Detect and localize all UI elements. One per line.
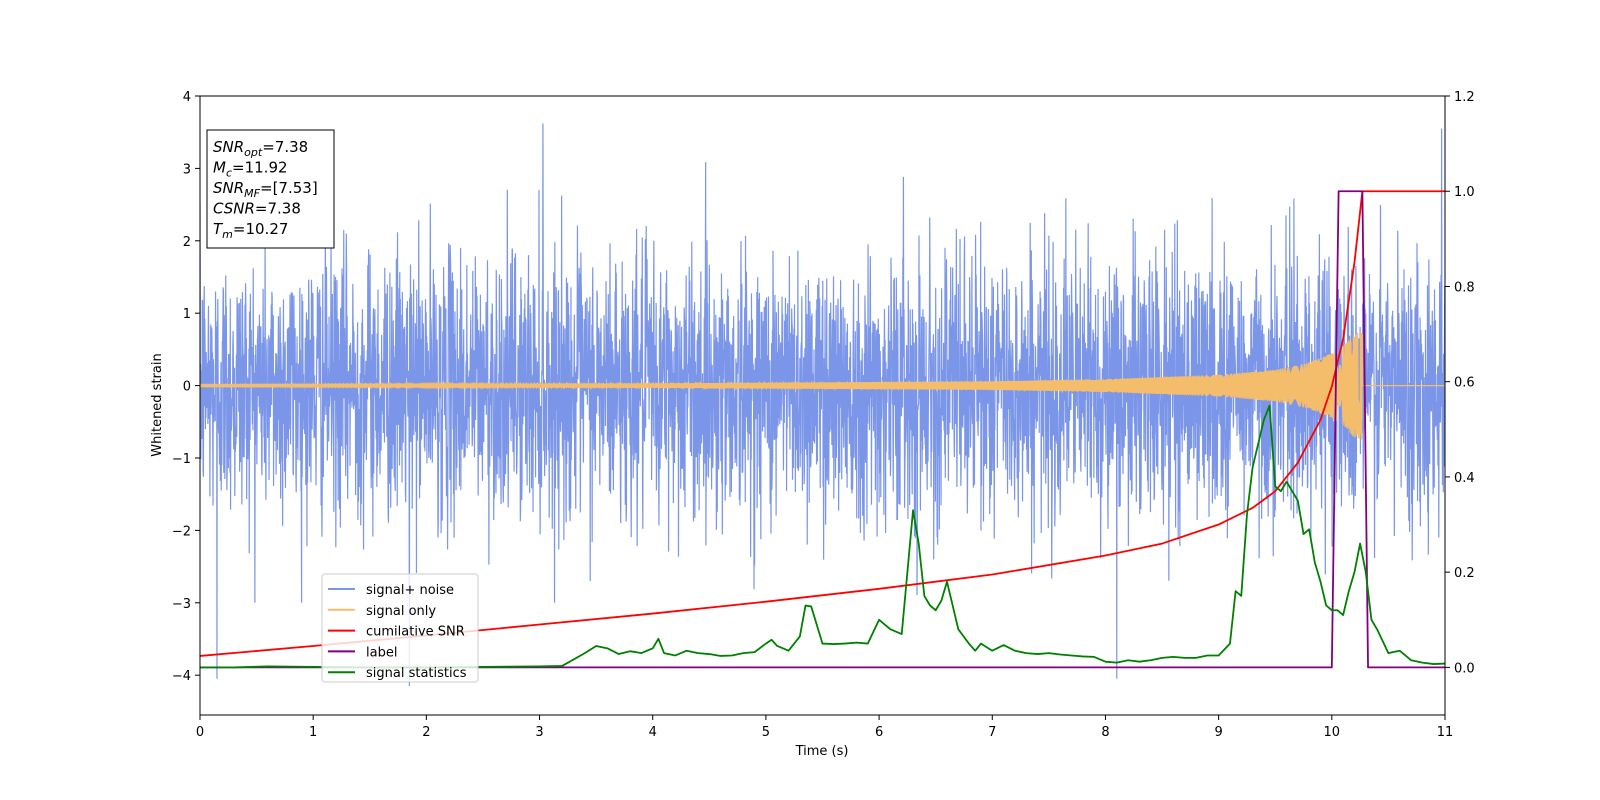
y-right-tick-label: 0.2 xyxy=(1454,566,1475,581)
series-signal-statistics-line xyxy=(200,404,1445,669)
x-tick-label: 6 xyxy=(875,725,883,740)
annotation-line: Mc=11.92 xyxy=(213,159,288,180)
y-tick-label: 2 xyxy=(183,235,191,250)
x-tick-label: 4 xyxy=(649,725,657,740)
legend: signal+ noise signal only cumilative SNR la… xyxy=(321,573,479,683)
y-right-tick-label: 0.0 xyxy=(1454,661,1475,676)
series-label-line xyxy=(200,190,1445,669)
x-tick-label: 8 xyxy=(1101,725,1109,740)
legend-label: signal+ noise xyxy=(366,583,454,598)
y-right-tick-label: 1.2 xyxy=(1454,90,1475,105)
annotation-line: CSNR=7.38 xyxy=(213,200,301,218)
y-tick-label: 3 xyxy=(183,162,191,177)
y-tick-label: 4 xyxy=(183,90,191,105)
y-axis-label: Whitened strain xyxy=(150,353,165,456)
y-right-tick-label: 0.4 xyxy=(1454,471,1475,486)
y-tick-label: −3 xyxy=(172,597,191,612)
x-tick-label: 10 xyxy=(1324,725,1341,740)
series-signal-only-line xyxy=(200,332,1445,440)
y-tick-label: −2 xyxy=(172,524,191,539)
annotation-line: SNRopt=7.38 xyxy=(213,138,308,159)
y-right-tick-label: 1.0 xyxy=(1454,185,1475,200)
legend-label: signal statistics xyxy=(366,666,467,681)
y-right-tick-label: 0.6 xyxy=(1454,376,1475,391)
y-right-tick-label: 0.8 xyxy=(1454,280,1475,295)
x-tick-label: 11 xyxy=(1437,725,1454,740)
x-tick-label: 1 xyxy=(309,725,317,740)
x-axis-label: Time (s) xyxy=(795,744,849,759)
y-tick-label: −4 xyxy=(172,669,191,684)
legend-label: label xyxy=(366,645,397,660)
x-tick-label: 9 xyxy=(1214,725,1222,740)
y-tick-label: 0 xyxy=(183,380,191,395)
annotation-line: Tm=10.27 xyxy=(213,220,288,241)
x-tick-label: 2 xyxy=(422,725,430,740)
x-tick-label: 3 xyxy=(535,725,543,740)
x-tick-label: 0 xyxy=(196,725,204,740)
x-tick-label: 7 xyxy=(988,725,996,740)
legend-label: signal only xyxy=(366,604,436,619)
annotation-line: SNRMF=[7.53] xyxy=(213,179,318,200)
y-tick-label: −1 xyxy=(172,452,191,467)
plot-frame xyxy=(199,95,1446,716)
y-tick-label: 1 xyxy=(183,307,191,322)
x-tick-label: 5 xyxy=(762,725,770,740)
legend-label: cumilative SNR xyxy=(366,625,465,640)
series-cumilative-snr-line xyxy=(200,190,1445,657)
annotation-box: SNRopt=7.38Mc=11.92SNRMF=[7.53]CSNR=7.38… xyxy=(206,129,335,249)
